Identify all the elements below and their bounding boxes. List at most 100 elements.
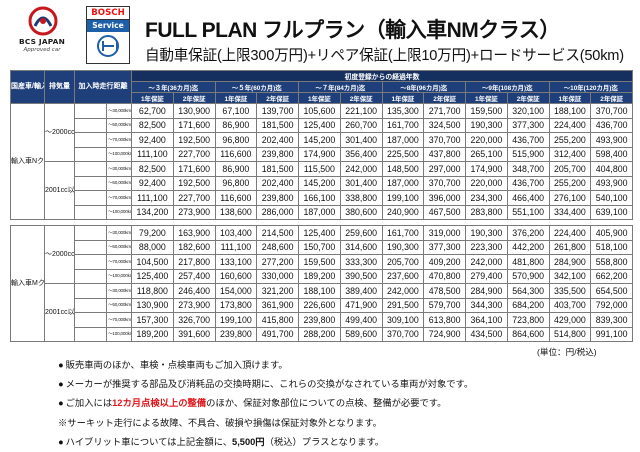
price-cell: 654,500 — [590, 283, 634, 299]
mileage-blank-cell — [74, 190, 107, 206]
price-cell: 639,100 — [590, 204, 634, 220]
price-cell: 161,700 — [381, 225, 425, 241]
block-separator-cell — [10, 219, 633, 226]
header-period-3: ～8年(96カ月)迄 — [381, 81, 466, 93]
table-row: ～70,000km 157,300 326,700 199,100 415,800 239… — [11, 312, 634, 328]
price-cell: 326,700 — [172, 312, 216, 328]
mileage-blank-cell — [74, 225, 107, 241]
mileage-label: ～70,000km — [106, 254, 132, 270]
price-cell: 223,300 — [465, 239, 508, 255]
header-period-1: ～５年(60カ月)迄 — [214, 81, 299, 93]
price-cell: 321,200 — [256, 283, 299, 299]
price-cell: 157,300 — [131, 312, 174, 328]
bcs-logo-text: BCS JAPAN — [18, 37, 65, 46]
price-cell: 377,300 — [423, 239, 466, 255]
price-cell: 255,200 — [548, 132, 592, 148]
price-cell: 499,400 — [339, 312, 383, 328]
table-row: ～50,000km 130,900 273,900 173,800 361,900 226… — [11, 297, 634, 313]
price-cell: 493,900 — [590, 132, 634, 148]
table-row: ～50,000km 92,400 192,500 96,800 202,400 145,2… — [11, 175, 634, 191]
price-cell: 286,000 — [256, 204, 299, 220]
displacement-label: ～2000cc — [44, 225, 75, 284]
price-cell: 130,900 — [172, 103, 216, 119]
page-subtitle: 自動車保証(上限300万円)+リペア保証(上限10万円)+ロードサービス(50k… — [145, 48, 624, 64]
price-cell: 159,500 — [298, 254, 341, 270]
header-plan-1-0: 1年保証 — [214, 92, 258, 104]
price-cell: 429,000 — [548, 312, 592, 328]
price-cell: 163,900 — [172, 225, 216, 241]
price-cell: 88,000 — [131, 239, 174, 255]
price-cell: 187,000 — [381, 132, 425, 148]
price-cell: 370,700 — [590, 103, 634, 119]
price-cell: 159,500 — [465, 103, 508, 119]
price-cell: 370,700 — [423, 175, 466, 191]
table-row: ～100,000km 134,200 273,900 138,600 286,000 18… — [11, 204, 634, 220]
price-cell: 277,200 — [256, 254, 299, 270]
price-cell: 82,500 — [131, 117, 174, 133]
note-text: 販売車両のほか、車検・点検車両もご加入頂けます。 — [65, 360, 288, 370]
price-cell: 199,100 — [214, 312, 258, 328]
price-cell: 370,700 — [423, 132, 466, 148]
price-cell: 116,600 — [214, 190, 258, 206]
price-cell: 202,400 — [256, 175, 299, 191]
price-cell: 377,300 — [506, 117, 550, 133]
header: BCS JAPAN Approved car BOSCH Service FUL… — [0, 0, 640, 68]
price-cell: 189,200 — [131, 326, 174, 342]
mileage-label: ～100,000km — [106, 326, 132, 342]
mileage-blank-cell — [74, 312, 107, 328]
mileage-blank-cell — [74, 161, 107, 177]
price-cell: 239,800 — [256, 146, 299, 162]
price-cell: 150,700 — [298, 239, 341, 255]
price-cell: 391,600 — [172, 326, 216, 342]
price-cell: 724,900 — [423, 326, 466, 342]
price-cell: 334,400 — [548, 204, 592, 220]
price-cell: 376,200 — [506, 225, 550, 241]
header-plan-2-0: 1年保証 — [298, 92, 341, 104]
header-plan-4-0: 1年保証 — [465, 92, 508, 104]
price-cell: 864,600 — [506, 326, 550, 342]
price-cell: 273,900 — [172, 204, 216, 220]
price-cell: 662,200 — [590, 268, 634, 284]
header-elapsed-years: 初度登録からの経過年数 — [130, 70, 634, 82]
price-cell: 192,500 — [172, 132, 216, 148]
notes-list: ● 販売車両のほか、車検・点検車両もご加入頂けます。 ● メーカーが推奨する部品及び消… — [58, 356, 638, 452]
header-plan-0-1: 2年保証 — [172, 92, 216, 104]
price-cell: 234,300 — [465, 190, 508, 206]
price-cell: 205,700 — [381, 254, 425, 270]
price-cell: 261,800 — [548, 239, 592, 255]
price-cell: 467,500 — [423, 204, 466, 220]
displacement-label: ～2000cc — [44, 103, 75, 162]
mileage-blank-cell — [74, 146, 107, 162]
price-cell: 171,600 — [172, 161, 216, 177]
bullet-icon: ● — [58, 436, 64, 447]
price-cell: 202,400 — [256, 132, 299, 148]
price-cell: 518,100 — [590, 239, 634, 255]
header-plan-1-1: 2年保証 — [256, 92, 299, 104]
price-cell: 348,700 — [506, 161, 550, 177]
price-cell: 276,100 — [548, 190, 592, 206]
header-plan-3-1: 2年保証 — [423, 92, 466, 104]
price-cell: 478,500 — [423, 283, 466, 299]
price-cell: 333,300 — [339, 254, 383, 270]
price-cell: 190,300 — [465, 117, 508, 133]
price-cell: 92,400 — [131, 132, 174, 148]
price-cell: 239,800 — [214, 326, 258, 342]
price-cell: 199,100 — [381, 190, 425, 206]
price-cell: 118,800 — [131, 283, 174, 299]
price-cell: 471,900 — [339, 297, 383, 313]
price-cell: 551,100 — [506, 204, 550, 220]
price-cell: 309,100 — [381, 312, 425, 328]
price-cell: 125,400 — [298, 225, 341, 241]
table-row: ～50,000km 88,000 182,600 111,100 248,600 150,… — [11, 239, 634, 255]
mileage-label: ～50,000km — [106, 175, 132, 191]
mileage-label: ～30,000km — [106, 103, 132, 119]
price-cell: 314,600 — [339, 239, 383, 255]
price-cell: 227,700 — [172, 190, 216, 206]
mileage-label: ～50,000km — [106, 239, 132, 255]
price-cell: 190,300 — [381, 239, 425, 255]
table-row: ～100,000km 189,200 391,600 239,800 491,700 28… — [11, 326, 634, 342]
price-cell: 192,500 — [172, 175, 216, 191]
price-cell: 221,100 — [339, 103, 383, 119]
displacement-label: 2001cc以上 — [44, 161, 75, 220]
header-displacement: 排気量 — [44, 70, 75, 104]
